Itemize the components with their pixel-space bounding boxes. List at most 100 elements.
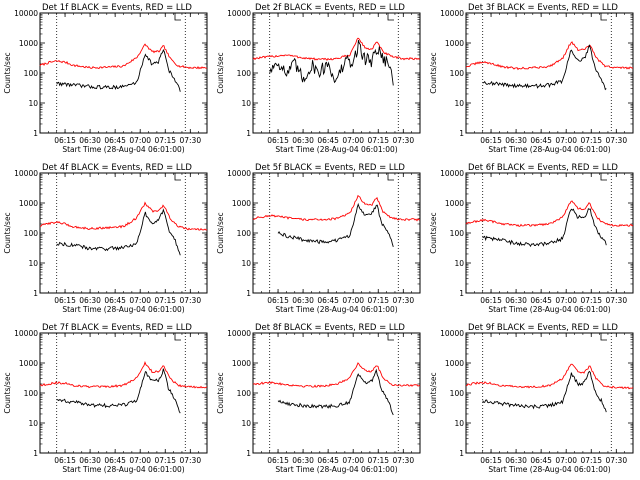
x-tick-label: 06:30: [292, 456, 314, 465]
x-axis-label: Start Time (28-Aug-04 06:01:00): [488, 465, 610, 474]
events-series-line: [56, 48, 181, 92]
x-tick-label: 06:30: [79, 136, 101, 145]
y-tick-label: 10: [454, 259, 464, 268]
y-tick-label: 100: [450, 389, 465, 398]
y-axis-label: Counts/sec: [3, 212, 12, 253]
x-tick-label: 07:00: [555, 136, 577, 145]
x-tick-label: 07:15: [580, 136, 602, 145]
panel-title: Det 5f BLACK = Events, RED = LLD: [255, 163, 405, 173]
y-tick-label: 10000: [14, 169, 38, 178]
x-tick-label: 06:15: [267, 136, 289, 145]
x-axis-label: Start Time (28-Aug-04 06:01:00): [275, 305, 397, 314]
y-tick-label: 100: [450, 69, 465, 78]
events-series-line: [56, 368, 181, 414]
plot-panel: Det 3f BLACK = Events, RED = LLD 1 10 100 10…: [429, 3, 634, 154]
y-tick-label: 100: [450, 229, 465, 238]
events-series-line: [56, 208, 181, 256]
x-axis-label: Start Time (28-Aug-04 06:01:00): [62, 305, 184, 314]
y-axis-label: Counts/sec: [429, 372, 438, 413]
lld-series-line: [252, 37, 421, 61]
y-tick-label: 10: [454, 419, 464, 428]
x-tick-label: 07:00: [129, 296, 151, 305]
y-tick-label: 100: [237, 389, 252, 398]
x-tick-label: 06:45: [104, 456, 126, 465]
panel-title: Det 3f BLACK = Events, RED = LLD: [468, 3, 618, 13]
y-tick-label: 10000: [440, 169, 464, 178]
interval-bracket: [174, 13, 181, 21]
plot-frame: [39, 332, 208, 454]
x-tick-label: 06:45: [317, 296, 339, 305]
plot-panel: Det 8f BLACK = Events, RED = LLD 1 10 100 10…: [216, 323, 421, 474]
y-tick-label: 1: [459, 449, 464, 458]
y-tick-label: 1000: [232, 359, 251, 368]
x-tick-label: 06:45: [317, 136, 339, 145]
x-tick-label: 06:15: [480, 296, 502, 305]
x-tick-label: 06:30: [79, 456, 101, 465]
lld-series-line: [39, 360, 208, 389]
y-tick-label: 1: [33, 449, 38, 458]
interval-bracket: [387, 173, 394, 181]
events-series-line: [482, 44, 607, 91]
x-tick-label: 07:30: [392, 456, 414, 465]
x-tick-label: 07:30: [605, 296, 627, 305]
events-series-line: [269, 40, 394, 86]
x-tick-label: 06:30: [292, 136, 314, 145]
plot-frame: [252, 332, 421, 454]
y-axis-label: Counts/sec: [429, 212, 438, 253]
y-axis-label: Counts/sec: [3, 372, 12, 413]
panel-title: Det 8f BLACK = Events, RED = LLD: [255, 323, 405, 333]
plot-frame: [252, 12, 421, 134]
x-tick-label: 07:30: [179, 136, 201, 145]
x-tick-label: 06:30: [79, 296, 101, 305]
y-tick-label: 10: [28, 419, 38, 428]
y-tick-label: 1000: [232, 199, 251, 208]
y-tick-label: 10000: [227, 169, 251, 178]
panel-title: Det 2f BLACK = Events, RED = LLD: [255, 3, 405, 13]
y-tick-label: 1000: [19, 199, 38, 208]
y-tick-label: 1: [33, 129, 38, 138]
x-tick-label: 07:30: [179, 296, 201, 305]
x-tick-label: 07:15: [367, 456, 389, 465]
interval-bracket: [600, 13, 607, 21]
plot-panel: Det 1f BLACK = Events, RED = LLD 1 10 100 10…: [3, 3, 208, 154]
y-tick-label: 10: [241, 99, 251, 108]
x-tick-label: 06:45: [530, 136, 552, 145]
x-tick-label: 07:00: [129, 136, 151, 145]
y-axis-label: Counts/sec: [216, 372, 225, 413]
x-tick-label: 07:00: [342, 136, 364, 145]
y-tick-label: 10000: [227, 9, 251, 18]
x-tick-label: 07:15: [154, 296, 176, 305]
lld-series-line: [39, 43, 208, 70]
x-tick-label: 06:15: [480, 456, 502, 465]
x-tick-label: 07:15: [154, 456, 176, 465]
x-tick-label: 07:00: [129, 456, 151, 465]
y-tick-label: 1: [246, 129, 251, 138]
x-tick-label: 07:30: [605, 456, 627, 465]
y-tick-label: 10000: [14, 9, 38, 18]
y-axis-label: Counts/sec: [429, 52, 438, 93]
x-axis-label: Start Time (28-Aug-04 06:01:00): [275, 145, 397, 154]
events-series-line: [277, 202, 394, 247]
x-tick-label: 06:30: [505, 456, 527, 465]
x-tick-label: 06:15: [54, 456, 76, 465]
x-tick-label: 07:15: [367, 136, 389, 145]
lld-series-line: [465, 41, 634, 71]
plot-panel: Det 4f BLACK = Events, RED = LLD 1 10 100 10…: [3, 163, 208, 314]
x-tick-label: 06:45: [104, 136, 126, 145]
x-axis-label: Start Time (28-Aug-04 06:01:00): [275, 465, 397, 474]
x-tick-label: 06:45: [530, 296, 552, 305]
panel-title: Det 1f BLACK = Events, RED = LLD: [42, 3, 192, 13]
panel-title: Det 6f BLACK = Events, RED = LLD: [468, 163, 618, 173]
y-tick-label: 100: [24, 229, 39, 238]
x-tick-label: 07:30: [392, 296, 414, 305]
y-axis-label: Counts/sec: [216, 212, 225, 253]
plot-frame: [465, 332, 634, 454]
plot-frame: [465, 12, 634, 134]
x-axis-label: Start Time (28-Aug-04 06:01:00): [62, 145, 184, 154]
y-tick-label: 100: [24, 389, 39, 398]
x-tick-label: 07:15: [154, 136, 176, 145]
y-tick-label: 100: [24, 69, 39, 78]
y-axis-label: Counts/sec: [3, 52, 12, 93]
y-tick-label: 10000: [440, 329, 464, 338]
events-series-line: [277, 368, 394, 416]
